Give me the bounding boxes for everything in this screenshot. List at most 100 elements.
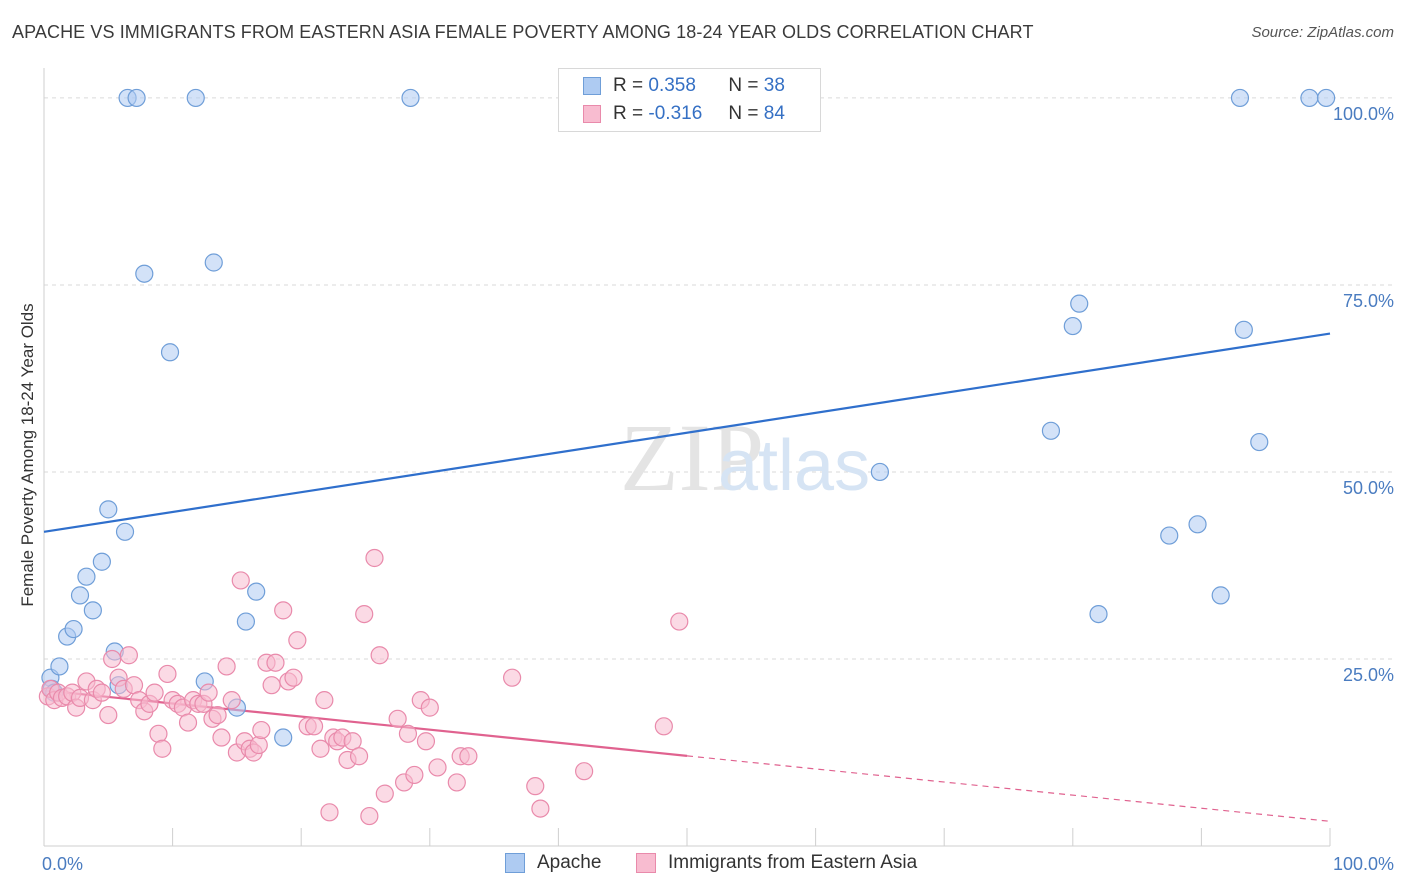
- apache-n-value: 38: [763, 75, 785, 96]
- immigrants-point: [199, 683, 218, 702]
- apache-point: [1188, 515, 1207, 534]
- apache-point: [247, 582, 266, 601]
- immigrants-point: [304, 717, 324, 736]
- chart-title: APACHE VS IMMIGRANTS FROM EASTERN ASIA F…: [12, 22, 1034, 42]
- immigrants-point: [217, 657, 236, 676]
- immigrants-point: [320, 803, 339, 822]
- immigrants-point: [526, 777, 545, 796]
- immigrants-point: [284, 668, 303, 687]
- immigrants-point: [274, 601, 293, 620]
- x-tick-label-max: 100.0%: [1333, 854, 1394, 874]
- y-tick-label: 75.0%: [1343, 291, 1394, 311]
- immigrants-point: [654, 717, 673, 736]
- apache-point: [186, 88, 205, 108]
- data-points: [38, 88, 1336, 826]
- immigrants-point: [355, 604, 374, 624]
- apache-point: [135, 264, 154, 283]
- apache-point: [1089, 604, 1108, 624]
- immigrants-point: [288, 631, 307, 650]
- apache-point: [1063, 316, 1082, 336]
- immigrants-point: [158, 664, 177, 684]
- immigrants-point: [447, 773, 466, 792]
- immigrants-point: [405, 765, 424, 785]
- apache-point: [64, 619, 83, 639]
- apache-point: [127, 88, 146, 108]
- apache-point: [115, 522, 135, 541]
- apache-point: [1160, 526, 1179, 545]
- immigrants-point: [575, 762, 594, 781]
- immigrants-point: [252, 720, 271, 740]
- immigrants-point: [388, 709, 407, 728]
- apache-r-value: 0.358: [648, 75, 696, 96]
- legend-item-apache[interactable]: Apache: [505, 852, 601, 874]
- apache-legend-label: Apache: [537, 852, 602, 873]
- immigrants-point: [103, 649, 122, 669]
- apache-legend-swatch: [505, 853, 525, 873]
- immigrants-r-value: -0.316: [648, 103, 703, 124]
- immigrants-point: [428, 758, 447, 777]
- axes: [43, 68, 1331, 847]
- y-tick-label: 50.0%: [1343, 478, 1394, 498]
- correlation-legend: R = 0.358 N = 38 R = -0.316 N = 84: [558, 68, 821, 132]
- immigrants-point: [178, 713, 198, 732]
- apache-point: [160, 343, 180, 362]
- immigrants-legend-swatch: [636, 853, 656, 873]
- apache-point: [1230, 88, 1250, 108]
- immigrants-point: [119, 646, 138, 665]
- immigrants-point: [311, 739, 330, 758]
- apache-point: [401, 88, 420, 108]
- immigrants-point: [149, 724, 168, 743]
- immigrants-point: [231, 571, 250, 590]
- immigrants-point: [99, 705, 118, 725]
- immigrants-point: [370, 646, 389, 665]
- n-label: N =: [728, 75, 759, 96]
- apache-point: [1070, 294, 1089, 313]
- tick-labels: 100.0% 75.0% 50.0% 25.0% 0.0% 100.0%: [42, 104, 1394, 874]
- immigrants-point: [266, 653, 285, 672]
- immigrants-point: [420, 698, 439, 717]
- immigrants-point: [349, 747, 369, 766]
- apache-point: [204, 253, 223, 272]
- immigrants-n-value: 84: [763, 103, 785, 124]
- immigrants-point: [153, 739, 172, 758]
- legend-item-immigrants[interactable]: Immigrants from Eastern Asia: [636, 852, 917, 874]
- y-tick-label: 25.0%: [1343, 665, 1394, 685]
- apache-trend-line: [43, 332, 1331, 533]
- apache-point: [1041, 421, 1061, 440]
- immigrants-point: [398, 724, 418, 743]
- x-tick-label-min: 0.0%: [42, 854, 83, 874]
- r-label: R =: [613, 103, 644, 124]
- immigrants-legend-label: Immigrants from Eastern Asia: [668, 852, 918, 873]
- immigrants-point: [343, 732, 362, 751]
- immigrants-point: [459, 747, 478, 766]
- immigrants-point: [375, 784, 394, 803]
- immigrants-point: [212, 728, 231, 747]
- r-label: R =: [613, 75, 644, 96]
- immigrants-swatch: [583, 105, 601, 123]
- immigrants-point: [670, 612, 689, 631]
- apache-point: [1211, 586, 1230, 605]
- apache-point: [870, 462, 890, 482]
- apache-point: [99, 500, 118, 519]
- immigrants-point: [208, 705, 227, 725]
- legend-row-immigrants: R = -0.316 N = 84: [583, 101, 785, 127]
- apache-point: [83, 601, 102, 620]
- apache-point: [92, 552, 111, 571]
- immigrants-trend-line-projection: [686, 755, 1331, 822]
- apache-swatch: [583, 77, 601, 95]
- apache-point: [77, 567, 96, 586]
- immigrants-point: [92, 683, 111, 702]
- immigrants-point: [416, 732, 436, 751]
- apache-point: [70, 586, 90, 605]
- apache-point: [50, 657, 69, 676]
- immigrants-point: [222, 691, 241, 710]
- apache-point: [1300, 88, 1319, 108]
- apache-point: [236, 612, 256, 631]
- source-label: Source: ZipAtlas.com: [1251, 24, 1394, 41]
- immigrants-point: [249, 735, 268, 755]
- watermark-zip: ZIP: [620, 404, 764, 511]
- apache-point: [1234, 320, 1253, 339]
- apache-point: [1317, 88, 1336, 108]
- y-tick-label: 100.0%: [1333, 104, 1394, 124]
